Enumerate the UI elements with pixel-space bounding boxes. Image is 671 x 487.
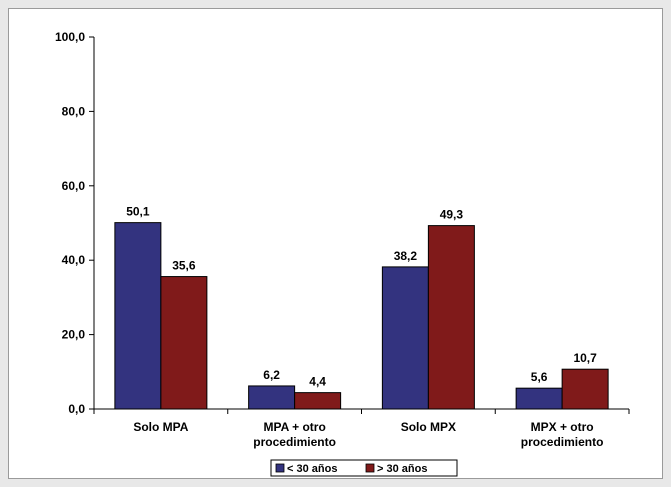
bar	[381, 266, 429, 410]
category-label: MPA + otro	[263, 420, 325, 434]
data-label: 49,3	[440, 208, 464, 222]
category-label: MPX + otro	[531, 420, 594, 434]
legend-label: < 30 años	[287, 463, 337, 475]
bar	[561, 368, 609, 410]
chart-frame: 0,0 20,0 40,0 60,0 80,0 100,0 50,1 35,6 Solo MPA…	[8, 8, 663, 479]
y-tick-label: 40,0	[62, 253, 86, 267]
y-tick-label: 60,0	[62, 179, 86, 193]
legend-swatch	[275, 463, 285, 473]
bar	[515, 387, 563, 410]
bar	[114, 222, 162, 410]
bar	[160, 276, 208, 410]
legend-swatch	[365, 463, 375, 473]
legend-label: > 30 años	[377, 463, 427, 475]
category-label: procedimiento	[253, 435, 336, 449]
y-tick-label: 0,0	[68, 402, 85, 416]
bar	[248, 385, 296, 410]
data-label: 50,1	[126, 205, 150, 219]
data-label: 6,2	[263, 368, 280, 382]
legend-box	[270, 459, 458, 477]
y-tick-label: 20,0	[62, 328, 86, 342]
data-label: 35,6	[172, 259, 196, 273]
y-tick-label: 100,0	[55, 30, 85, 44]
bar	[427, 225, 475, 410]
data-label: 38,2	[394, 249, 418, 263]
bar-chart: 0,0 20,0 40,0 60,0 80,0 100,0 50,1 35,6 Solo MPA…	[55, 30, 630, 477]
data-label: 5,6	[531, 370, 548, 384]
bar	[294, 392, 342, 410]
y-tick-label: 80,0	[62, 104, 86, 118]
category-label: Solo MPA	[133, 420, 188, 434]
data-label: 10,7	[573, 351, 597, 365]
data-label: 4,4	[309, 375, 326, 389]
category-label: Solo MPX	[401, 420, 456, 434]
category-label: procedimiento	[521, 435, 604, 449]
